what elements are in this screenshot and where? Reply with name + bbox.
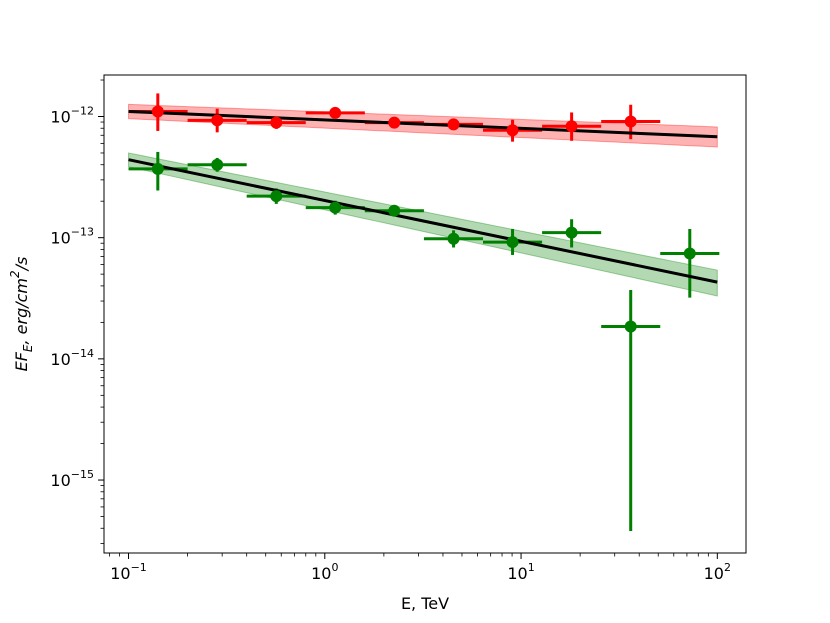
- data-points: [151, 105, 696, 333]
- data-point-series-0-4: [388, 116, 401, 129]
- x-tick-label-2: 101: [507, 561, 534, 583]
- data-point-series-1-1: [211, 158, 224, 171]
- y-axis-ticks: 10−15 10−14 10−13 10−12: [50, 79, 104, 544]
- fit-lines: [128, 109, 718, 284]
- data-point-series-1-8: [624, 320, 637, 333]
- data-point-series-1-3: [329, 201, 342, 214]
- x-tick-label-1: 100: [311, 561, 338, 583]
- y-tick-label-2: 10−13: [50, 226, 94, 248]
- data-point-series-1-7: [565, 226, 578, 239]
- data-point-series-0-3: [329, 106, 342, 119]
- fit-line-series-1: [128, 158, 718, 284]
- plot-area-frame: [103, 74, 747, 554]
- data-point-series-0-5: [447, 118, 460, 131]
- x-axis-ticks: 10−1 100 101 102: [109, 553, 731, 583]
- fit-band-series-1: [128, 152, 718, 297]
- data-point-series-1-6: [506, 236, 519, 249]
- data-point-series-0-6: [506, 124, 519, 137]
- y-axis-label: EFE, erg/cm2/s: [8, 257, 35, 372]
- data-point-series-1-9: [683, 247, 696, 260]
- data-point-series-0-2: [270, 116, 283, 129]
- data-point-series-1-5: [447, 232, 460, 245]
- data-point-series-1-0: [151, 162, 164, 175]
- y-tick-label-3: 10−12: [50, 104, 94, 126]
- x-tick-label-0: 10−1: [110, 561, 147, 583]
- fit-line-series-0: [128, 109, 718, 139]
- data-point-series-1-4: [388, 204, 401, 217]
- data-point-series-0-8: [624, 115, 637, 128]
- data-point-series-1-2: [270, 190, 283, 203]
- data-point-series-0-7: [565, 120, 578, 133]
- x-tick-label-3: 102: [704, 561, 731, 583]
- y-tick-label-1: 10−14: [50, 347, 94, 369]
- data-point-series-0-0: [151, 105, 164, 118]
- y-tick-label-0: 10−15: [50, 468, 94, 490]
- data-point-series-0-1: [211, 114, 224, 127]
- x-axis-label: E, TeV: [401, 594, 449, 613]
